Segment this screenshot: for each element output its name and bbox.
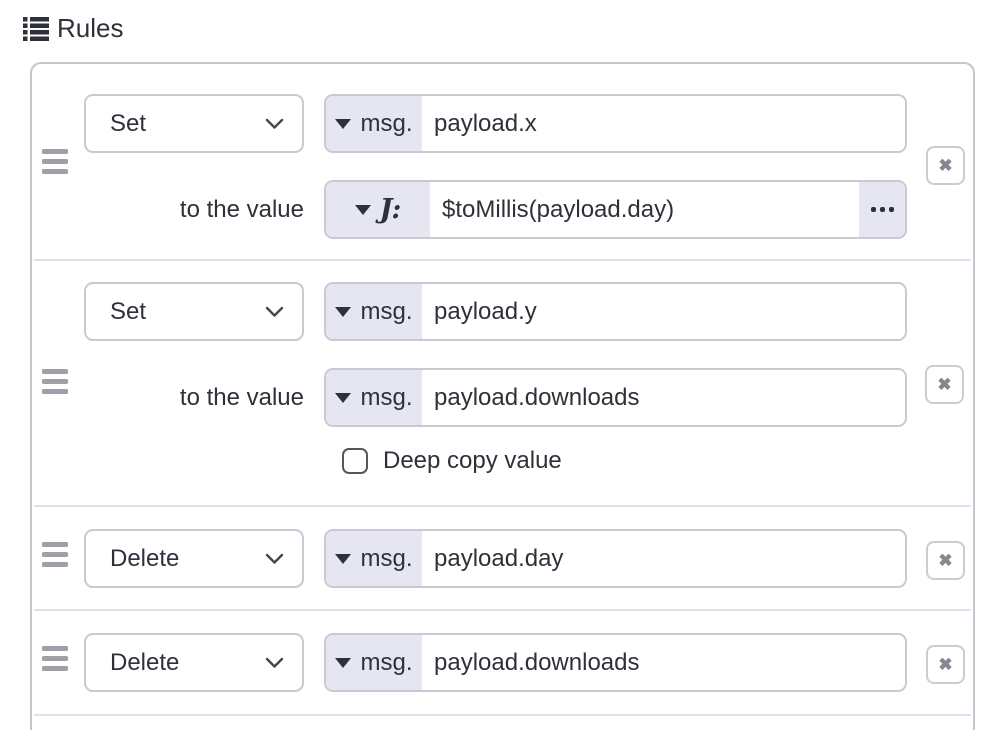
value-input[interactable]: payload.downloads	[434, 383, 640, 411]
chevron-down-icon	[265, 553, 284, 564]
value-typed-input[interactable]: J: $toMillis(payload.day)	[324, 180, 907, 239]
to-the-value-label: to the value	[179, 383, 304, 411]
deep-copy-checkbox[interactable]	[342, 448, 368, 474]
value-type-button[interactable]: J:	[326, 182, 430, 237]
rule-divider	[34, 505, 971, 507]
property-typed-input[interactable]: msg. payload.day	[324, 529, 907, 588]
rules-container: Set msg. payload.x ✖ to the value J: $to…	[30, 62, 975, 730]
close-icon: ✖	[938, 156, 953, 175]
caret-down-icon	[354, 204, 371, 215]
delete-rule-button[interactable]: ✖	[926, 146, 965, 185]
value-typed-input[interactable]: msg. payload.downloads	[324, 368, 907, 427]
rules-header: Rules	[22, 13, 123, 44]
chevron-down-icon	[265, 657, 284, 668]
caret-down-icon	[335, 657, 352, 668]
ellipsis-icon	[870, 207, 876, 212]
rule-type-label: Delete	[110, 648, 180, 676]
drag-handle[interactable]	[42, 149, 68, 174]
rule-type-label: Set	[110, 297, 147, 325]
rule-type-label: Set	[110, 109, 147, 137]
rule-type-select[interactable]: Set	[84, 94, 304, 153]
caret-down-icon	[335, 118, 352, 129]
msg-prefix-label: msg.	[360, 109, 413, 137]
drag-handle[interactable]	[42, 542, 68, 567]
jsonata-icon: J:	[379, 194, 402, 225]
close-icon: ✖	[937, 375, 952, 394]
rule-type-label: Delete	[110, 544, 180, 572]
property-input[interactable]: payload.y	[434, 297, 537, 325]
to-the-value-label: to the value	[179, 195, 304, 223]
rule-type-select[interactable]: Set	[84, 282, 304, 341]
property-input[interactable]: payload.downloads	[434, 648, 640, 676]
deep-copy-label: Deep copy value	[383, 447, 562, 474]
rule-divider	[34, 609, 971, 611]
caret-down-icon	[335, 306, 352, 317]
drag-handle-icon	[42, 149, 68, 154]
property-type-button[interactable]: msg.	[326, 96, 422, 151]
deep-copy-option[interactable]: Deep copy value	[342, 447, 562, 475]
rule-divider	[34, 259, 971, 261]
expand-expression-button[interactable]	[859, 182, 905, 237]
chevron-down-icon	[265, 118, 284, 129]
property-input[interactable]: payload.day	[434, 544, 564, 572]
delete-rule-button[interactable]: ✖	[926, 645, 965, 684]
drag-handle-icon	[42, 646, 68, 651]
msg-prefix-label: msg.	[360, 648, 413, 676]
drag-handle[interactable]	[42, 369, 68, 394]
value-type-button[interactable]: msg.	[326, 370, 422, 425]
value-input[interactable]: $toMillis(payload.day)	[442, 195, 675, 223]
drag-handle-icon	[42, 542, 68, 547]
list-icon	[23, 17, 49, 41]
page-title: Rules	[57, 13, 124, 43]
rule-type-select[interactable]: Delete	[84, 633, 304, 692]
drag-handle-icon	[42, 369, 68, 374]
msg-prefix-label: msg.	[360, 383, 413, 411]
caret-down-icon	[335, 553, 352, 564]
property-type-button[interactable]: msg.	[326, 531, 422, 586]
rule-type-select[interactable]: Delete	[84, 529, 304, 588]
property-typed-input[interactable]: msg. payload.downloads	[324, 633, 907, 692]
property-type-button[interactable]: msg.	[326, 635, 422, 690]
close-icon: ✖	[938, 655, 953, 674]
property-typed-input[interactable]: msg. payload.x	[324, 94, 907, 153]
caret-down-icon	[335, 392, 352, 403]
rule-divider	[34, 714, 971, 716]
property-input[interactable]: payload.x	[434, 109, 537, 137]
close-icon: ✖	[938, 551, 953, 570]
msg-prefix-label: msg.	[360, 297, 413, 325]
property-typed-input[interactable]: msg. payload.y	[324, 282, 907, 341]
chevron-down-icon	[265, 306, 284, 317]
property-type-button[interactable]: msg.	[326, 284, 422, 339]
delete-rule-button[interactable]: ✖	[925, 365, 964, 404]
drag-handle[interactable]	[42, 646, 68, 671]
msg-prefix-label: msg.	[360, 544, 413, 572]
delete-rule-button[interactable]: ✖	[926, 541, 965, 580]
